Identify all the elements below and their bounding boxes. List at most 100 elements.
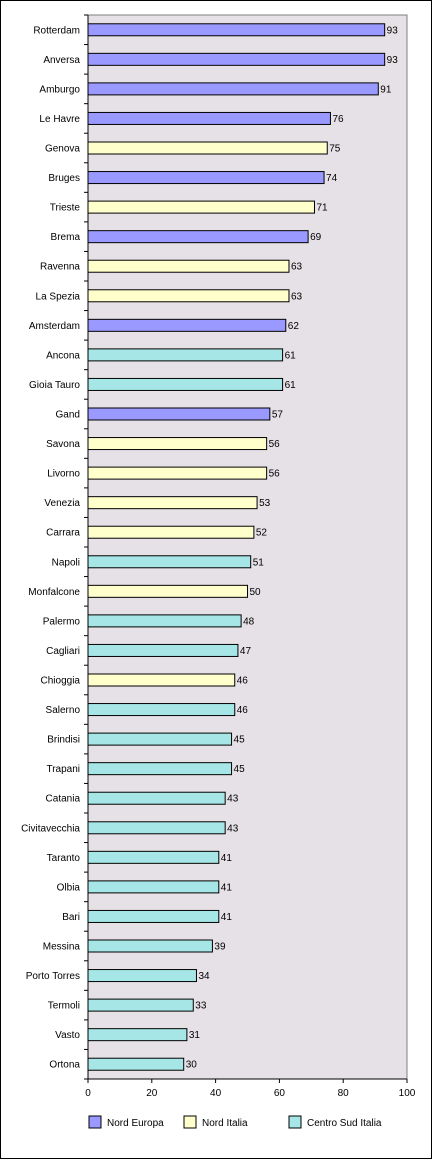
bar-salerno (87, 703, 236, 717)
data-label: 91 (380, 84, 392, 95)
data-label: 41 (221, 853, 233, 864)
category-label: Cagliari (46, 646, 80, 657)
bar-cagliari (87, 643, 239, 657)
legend-label-nord_europa: Nord Europa (107, 1118, 164, 1129)
category-label: Monfalcone (28, 587, 80, 598)
category-label: Ravenna (40, 262, 80, 273)
data-label: 46 (237, 705, 249, 716)
bar-messina (87, 939, 213, 953)
bar-amsterdam (87, 318, 287, 332)
data-label: 33 (195, 1001, 207, 1012)
data-label: 93 (387, 25, 399, 36)
bar-trapani (87, 762, 233, 776)
data-label: 76 (332, 114, 344, 125)
bar-vasto (87, 1028, 188, 1042)
bar-savona (87, 437, 268, 451)
category-label: Carrara (46, 528, 80, 539)
data-label: 51 (253, 557, 265, 568)
bar-rotterdam (87, 23, 386, 37)
category-label: Rotterdam (33, 25, 80, 36)
data-label: 41 (221, 882, 233, 893)
category-label: Civitavecchia (21, 823, 80, 834)
data-label: 41 (221, 912, 233, 923)
data-label: 45 (234, 735, 246, 746)
data-label: 69 (310, 232, 322, 243)
category-label: Brema (51, 232, 81, 243)
x-tick-label: 20 (146, 1088, 158, 1099)
data-label: 63 (291, 291, 303, 302)
category-label: Bari (62, 912, 80, 923)
category-label: Venezia (44, 498, 80, 509)
category-label: Catania (46, 794, 81, 805)
data-label: 39 (214, 942, 226, 953)
category-label: Palermo (43, 616, 81, 627)
category-label: Amburgo (39, 84, 80, 95)
bar-brema (87, 230, 309, 244)
data-label: 56 (269, 469, 281, 480)
data-label: 30 (186, 1060, 198, 1071)
data-label: 57 (272, 410, 284, 421)
data-label: 34 (198, 971, 210, 982)
bar-le-havre (87, 111, 331, 125)
bar-napoli (87, 555, 252, 569)
category-label: La Spezia (36, 291, 81, 302)
data-label: 71 (316, 203, 328, 214)
category-label: Napoli (52, 557, 80, 568)
category-label: Vasto (55, 1030, 80, 1041)
bar-monfalcone (87, 584, 248, 598)
x-tick-label: 40 (210, 1088, 222, 1099)
category-label: Trieste (50, 203, 81, 214)
data-label: 46 (237, 676, 249, 687)
category-label: Gand (56, 410, 80, 421)
bar-venezia (87, 496, 258, 510)
category-label: Bruges (48, 173, 80, 184)
category-label: Salerno (46, 705, 81, 716)
data-label: 75 (329, 144, 341, 155)
bar-trieste (87, 200, 315, 214)
bar-ravenna (87, 259, 290, 273)
data-label: 74 (326, 173, 338, 184)
bar-gand (87, 407, 271, 421)
legend-label-nord_italia: Nord Italia (202, 1118, 248, 1129)
bar-bari (87, 909, 220, 923)
data-label: 61 (285, 380, 297, 391)
data-label: 56 (269, 439, 281, 450)
bar-livorno (87, 466, 268, 480)
x-tick-label: 60 (274, 1088, 286, 1099)
legend-swatch-nord_europa (88, 1115, 102, 1129)
category-label: Termoli (48, 1001, 80, 1012)
bar-olbia (87, 880, 220, 894)
bar-anversa (87, 52, 386, 66)
data-label: 43 (227, 794, 239, 805)
category-label: Livorno (47, 469, 80, 480)
bar-genova (87, 141, 328, 155)
bar-ortona (87, 1057, 185, 1071)
category-label: Olbia (57, 882, 81, 893)
bar-ancona (87, 348, 284, 362)
category-label: Ancona (46, 350, 80, 361)
category-label: Amsterdam (29, 321, 80, 332)
data-label: 31 (189, 1030, 201, 1041)
bar-amburgo (87, 82, 379, 96)
bar-brindisi (87, 732, 233, 746)
category-label: Gioia Tauro (29, 380, 80, 391)
data-label: 45 (234, 764, 246, 775)
x-tick-label: 80 (338, 1088, 350, 1099)
data-label: 53 (259, 498, 271, 509)
data-label: 93 (387, 55, 399, 66)
legend-swatch-centro_sud (288, 1115, 302, 1129)
bar-carrara (87, 525, 255, 539)
data-label: 47 (240, 646, 252, 657)
data-label: 48 (243, 616, 255, 627)
bar-civitavecchia (87, 821, 226, 835)
data-label: 43 (227, 823, 239, 834)
category-label: Messina (43, 942, 81, 953)
bar-catania (87, 791, 226, 805)
category-label: Anversa (43, 55, 80, 66)
category-label: Porto Torres (26, 971, 80, 982)
category-label: Trapani (46, 764, 80, 775)
category-label: Genova (45, 144, 80, 155)
category-label: Brindisi (47, 735, 80, 746)
data-label: 52 (256, 528, 268, 539)
